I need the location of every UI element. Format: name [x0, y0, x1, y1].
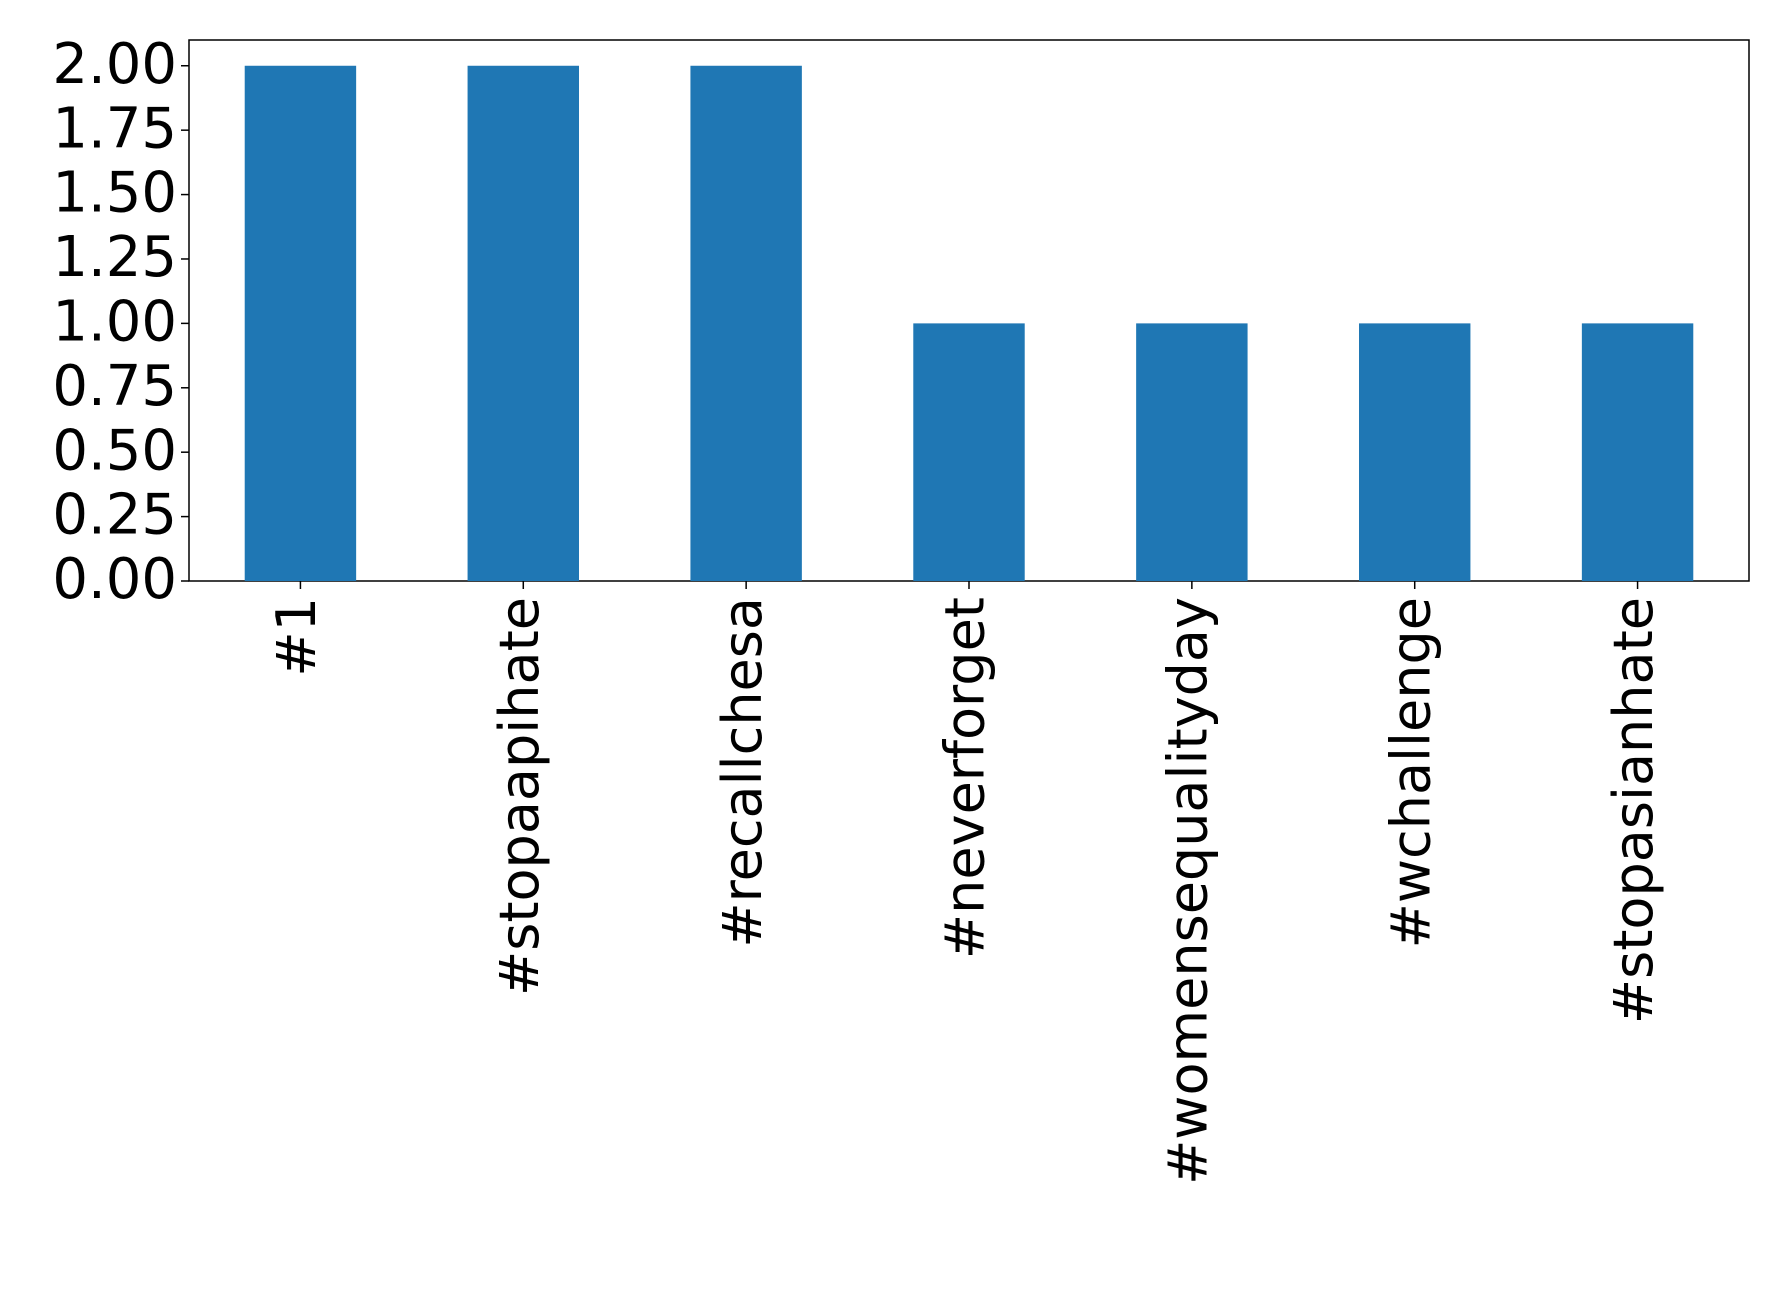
bar	[690, 65, 802, 581]
y-tick-label: 1.00	[52, 290, 177, 355]
x-tick-label: #wchallenge	[1379, 597, 1442, 948]
x-tick-label: #womensequalityday	[1156, 597, 1219, 1185]
bar	[1581, 323, 1694, 581]
y-tick-label: 0.50	[52, 418, 177, 483]
y-tick-label: 1.75	[52, 96, 177, 161]
x-tick-label: #neverforget	[934, 597, 997, 959]
x-tick-label: #stopaapihate	[488, 597, 551, 996]
y-tick-label: 0.25	[52, 483, 177, 548]
x-tick-label: #1	[265, 597, 328, 677]
x-tick-label: #stopasianhate	[1602, 597, 1665, 1024]
y-tick-label: 0.75	[52, 354, 177, 419]
x-tick-label: #recallchesa	[711, 597, 774, 948]
bar	[1359, 323, 1471, 581]
y-tick-label: 1.50	[52, 161, 177, 226]
y-tick-label: 1.25	[52, 225, 177, 290]
bar	[467, 65, 579, 581]
y-tick-label: 0.00	[52, 547, 177, 612]
y-tick-label: 2.00	[52, 32, 177, 97]
bar	[1136, 323, 1248, 581]
bar	[244, 65, 357, 581]
bar	[913, 323, 1025, 581]
